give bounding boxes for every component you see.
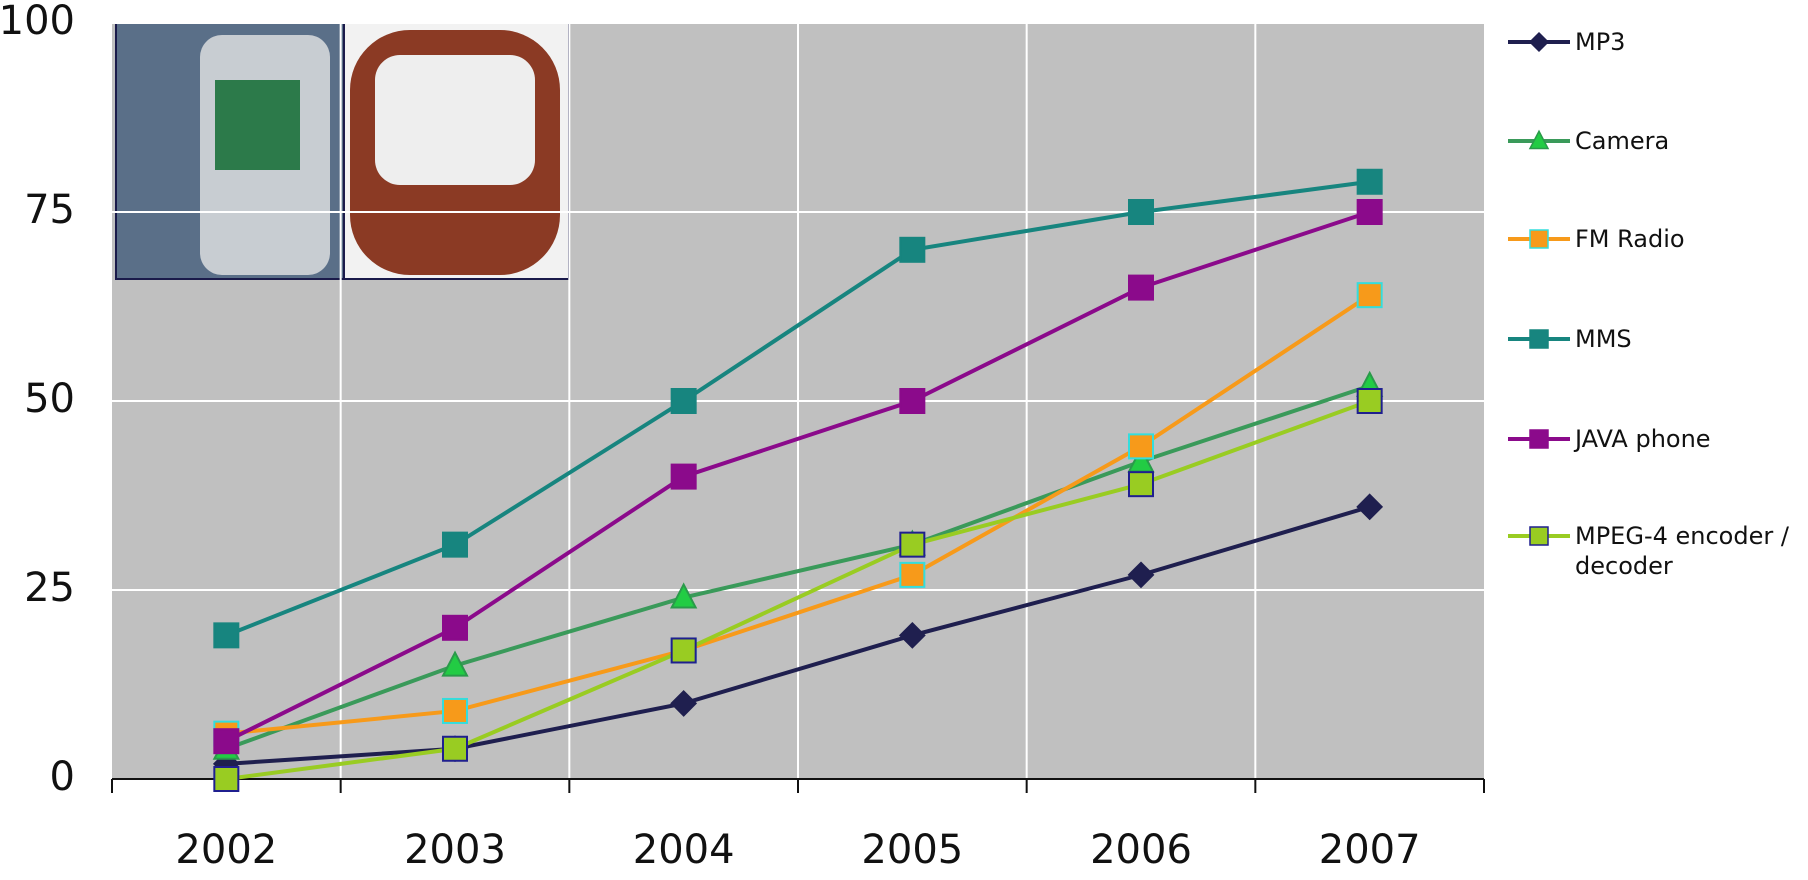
x-tick-label: 2005 (861, 827, 963, 873)
data-point (1128, 433, 1154, 460)
data-point (1356, 388, 1383, 414)
data-point (1128, 274, 1154, 301)
photo-screen (375, 55, 535, 185)
x-tick-label: 2002 (175, 827, 277, 873)
data-point (1356, 282, 1383, 309)
data-point (441, 650, 469, 677)
series-line (225, 383, 1371, 751)
y-tick-label: 0 (50, 754, 75, 800)
x-tick-label: 2004 (633, 827, 735, 873)
data-point (442, 735, 468, 762)
photo-inset (115, 22, 570, 280)
series-line (225, 210, 1371, 743)
x-tick-label: 2007 (1319, 827, 1421, 873)
data-point (670, 582, 698, 609)
data-point (670, 463, 697, 490)
legend-label: Camera (1575, 127, 1670, 155)
legend-marker (1529, 329, 1549, 349)
y-tick-label: 50 (24, 376, 75, 422)
data-point (1356, 168, 1383, 195)
data-point (1356, 199, 1383, 225)
legend-marker (1529, 229, 1549, 249)
data-point (1128, 199, 1154, 225)
legend-label: FM Radio (1575, 225, 1685, 253)
data-point (898, 621, 926, 649)
x-tick-label: 2003 (404, 827, 506, 873)
data-point (899, 561, 926, 588)
data-point (213, 766, 240, 792)
legend-marker (1529, 526, 1549, 546)
legend-marker (1528, 31, 1550, 53)
data-point (213, 728, 240, 755)
data-point (1356, 493, 1384, 521)
data-point (1127, 561, 1155, 589)
data-point (442, 697, 468, 724)
legend-label: MP3 (1575, 28, 1626, 56)
legend-label: JAVA phone (1575, 425, 1711, 453)
photo-screen (215, 80, 300, 170)
y-tick-label: 25 (24, 565, 75, 611)
data-point (442, 531, 468, 558)
data-point (899, 388, 926, 414)
y-tick-label: 100 (0, 0, 75, 44)
data-point (213, 622, 240, 649)
data-point (442, 614, 468, 641)
series (213, 388, 1383, 792)
data-point (899, 531, 926, 558)
legend-label: MMS (1575, 325, 1632, 353)
series (213, 199, 1383, 755)
legend-marker (1529, 429, 1549, 449)
series-line (226, 293, 1371, 736)
series-line (225, 179, 1370, 638)
data-point (670, 388, 697, 414)
data-point (670, 637, 697, 664)
x-tick-label: 2006 (1090, 827, 1192, 873)
series-line (226, 399, 1371, 781)
data-point (1128, 471, 1154, 498)
legend-label: MPEG-4 encoder / decoder (1575, 522, 1789, 580)
series-line (226, 504, 1371, 766)
y-tick-label: 75 (24, 187, 75, 233)
legend-marker (1528, 129, 1550, 150)
data-point (899, 236, 926, 263)
data-point (670, 689, 698, 717)
series (213, 168, 1383, 649)
